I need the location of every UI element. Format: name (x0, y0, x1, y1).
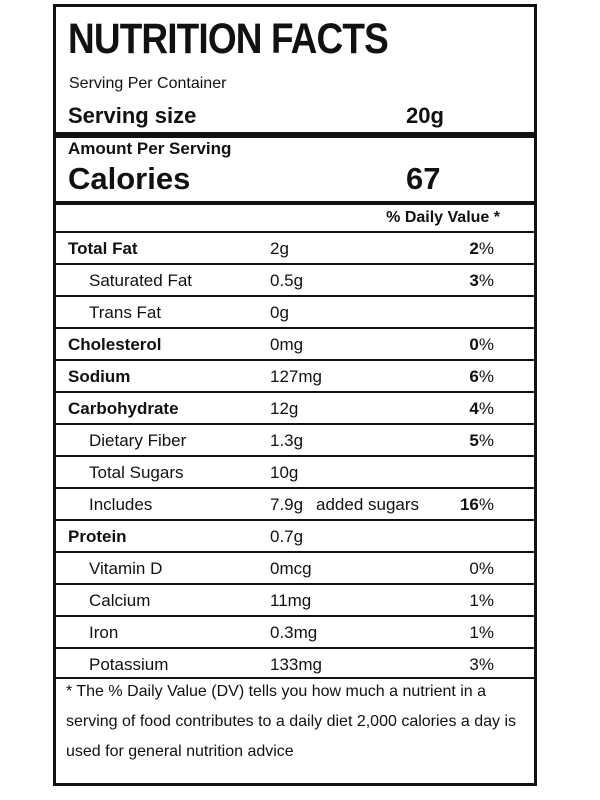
nutrient-row-sodium: Sodium 127mg 6% (56, 359, 534, 393)
nutrient-row-protein: Protein 0.7g (56, 519, 534, 553)
nutrient-amount: 0mcg (270, 559, 312, 578)
daily-value-footnote: * The % Daily Value (DV) tells you how m… (66, 683, 517, 760)
nutrient-dv: 16% (459, 495, 494, 514)
nutrient-name: Sodium (68, 367, 131, 386)
nutrient-name: Carbohydrate (68, 399, 179, 418)
nutrient-amount: 7.9g (270, 495, 304, 514)
nutrient-row-cholesterol: Cholesterol 0mg 0% (56, 327, 534, 361)
nutrient-row-added-sugars: Includes 7.9g added sugars 16% (56, 487, 534, 521)
calories-value: 67 (406, 161, 441, 196)
nutrient-row-total-fat: Total Fat 2g 2% (56, 231, 534, 265)
label-title: NUTRITION FACTS (68, 15, 389, 63)
serving-size-value: 20g (406, 103, 444, 128)
nutrient-row-iron: Iron 0.3mg 1% (56, 615, 534, 649)
nutrient-amount: 11mg (270, 591, 312, 610)
nutrient-row-saturated-fat: Saturated Fat 0.5g 3% (56, 263, 534, 297)
nutrient-dv: 2% (469, 239, 494, 258)
nutrient-name: Iron (89, 623, 119, 642)
nutrient-dv: 1% (469, 623, 494, 642)
nutrient-name: Protein (68, 527, 127, 546)
medium-divider (56, 201, 534, 205)
nutrient-dv: 6% (469, 367, 494, 386)
nutrient-name: Trans Fat (89, 303, 162, 322)
nutrient-dv: 5% (469, 431, 494, 450)
daily-value-header: % Daily Value * (386, 209, 500, 226)
nutrient-row-carbohydrate: Carbohydrate 12g 4% (56, 391, 534, 425)
amount-per-serving: Amount Per Serving (68, 139, 232, 158)
nutrient-amount: 0.5g (270, 271, 304, 290)
nutrient-amount: 0g (270, 303, 289, 322)
nutrient-amount: 12g (270, 399, 299, 418)
nutrient-amount: 133mg (270, 655, 322, 674)
nutrient-name: Calcium (89, 591, 151, 610)
nutrient-amount: 0.3mg (270, 623, 318, 642)
nutrient-dv: 0% (469, 335, 494, 354)
nutrition-label: NUTRITION FACTS Serving Per Container Se… (53, 4, 537, 786)
serving-size-label: Serving size (68, 103, 197, 128)
nutrient-dv: 3% (469, 271, 494, 290)
calories-label: Calories (68, 161, 191, 196)
nutrient-name: Total Fat (68, 239, 138, 258)
nutrient-dv: 1% (469, 591, 494, 610)
nutrient-row-calcium: Calcium 11mg 1% (56, 583, 534, 617)
nutrient-dv: 0% (469, 559, 494, 578)
nutrient-name: Saturated Fat (89, 271, 193, 290)
serving-per-container: Serving Per Container (69, 75, 227, 92)
nutrient-row-total-sugars: Total Sugars 10g (56, 455, 534, 489)
nutrient-name: Includes (89, 495, 153, 514)
nutrient-name: Potassium (89, 655, 169, 674)
footnote-divider (56, 677, 534, 679)
nutrient-name: Dietary Fiber (89, 431, 187, 450)
nutrient-name: Vitamin D (89, 559, 163, 578)
nutrient-amount: 0mg (270, 335, 304, 354)
added-sugars-label: added sugars (316, 495, 420, 514)
nutrient-amount: 1.3g (270, 431, 304, 450)
nutrient-dv: 3% (469, 655, 494, 674)
thick-divider (56, 132, 534, 138)
nutrient-row-trans-fat: Trans Fat 0g (56, 295, 534, 329)
nutrient-amount: 127mg (270, 367, 322, 386)
nutrient-name: Cholesterol (68, 335, 162, 354)
nutrient-row-dietary-fiber: Dietary Fiber 1.3g 5% (56, 423, 534, 457)
nutrient-amount: 10g (270, 463, 299, 482)
nutrient-row-vitamin-d: Vitamin D 0mcg 0% (56, 551, 534, 585)
nutrient-name: Total Sugars (89, 463, 184, 482)
nutrient-amount: 0.7g (270, 527, 304, 546)
nutrient-dv: 4% (469, 399, 494, 418)
nutrient-row-potassium: Potassium 133mg 3% (56, 647, 534, 681)
nutrient-amount: 2g (270, 239, 289, 258)
